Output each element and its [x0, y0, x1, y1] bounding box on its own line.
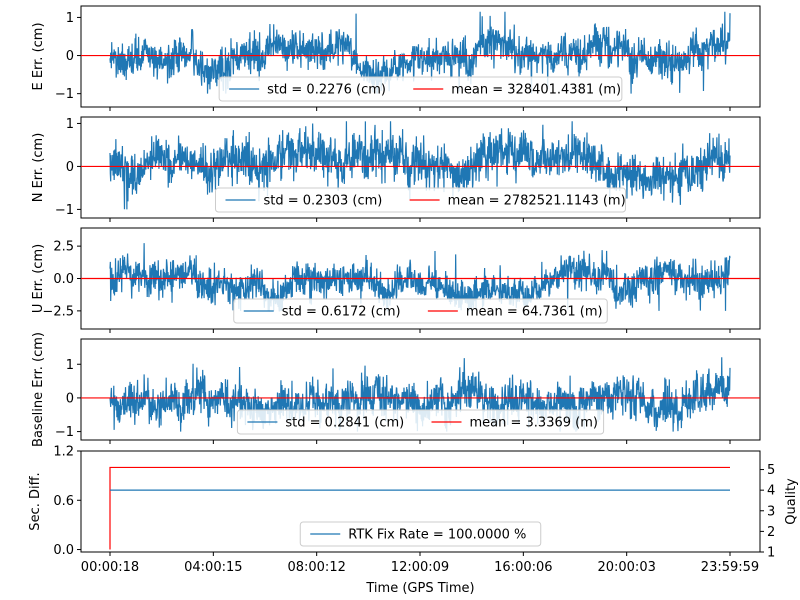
right-y-tick-label: 4 — [767, 484, 775, 499]
y-tick-label: 1 — [66, 11, 74, 26]
legend-mean-label: mean = 2782521.1143 (m) — [448, 194, 626, 209]
y-tick-label: 0.0 — [53, 543, 74, 558]
legend-mean-label: mean = 3.3369 (m) — [470, 416, 598, 431]
legend-std-label: std = 0.2303 (cm) — [264, 194, 383, 209]
right-y-tick-label: 2 — [767, 525, 775, 540]
sec-diff-line — [109, 466, 730, 550]
y-tick-label: 1 — [66, 358, 74, 373]
y-tick-label: 0.6 — [53, 494, 74, 509]
x-tick-label: 00:00:18 — [81, 560, 139, 575]
legend-mean-label: mean = 64.7361 (m) — [466, 305, 603, 320]
y-tick-label: 2.5 — [53, 240, 74, 255]
y-tick-label: 0.0 — [53, 272, 74, 287]
y-tick-label: −1 — [55, 87, 74, 102]
right-y-axis-label: Quality — [784, 478, 799, 525]
y-tick-label: 0 — [66, 49, 74, 64]
y-tick-label: 0 — [66, 391, 74, 406]
right-y-tick-label: 3 — [767, 504, 775, 519]
y-axis-label: E Err. (cm) — [31, 22, 46, 90]
y-tick-label: 1.2 — [53, 445, 74, 460]
y-tick-label: 0 — [66, 160, 74, 175]
x-tick-label: 04:00:15 — [184, 560, 242, 575]
legend-box — [236, 409, 605, 435]
legend: std = 0.2303 (cm) mean = 2782521.1143 (m) — [215, 187, 626, 213]
legend: std = 0.2276 (cm) mean = 328401.4381 (m) — [218, 76, 623, 102]
legend-mean-label: mean = 328401.4381 (m) — [451, 83, 621, 98]
legend: std = 0.6172 (cm) mean = 64.7361 (m) — [233, 298, 608, 324]
panel-2: −1 0 1 N Err. (cm) std = 0.2303 (cm) mean = 2… — [31, 116, 761, 222]
y-tick-label: 1 — [66, 117, 74, 132]
panel-3: −2.5 0.0 2.5 U Err. (cm) std = 0.6172 (cm) me… — [31, 227, 761, 333]
legend-box — [233, 298, 608, 324]
legend-std-label: std = 0.2276 (cm) — [267, 83, 386, 98]
x-tick-label: 08:00:12 — [287, 560, 345, 575]
x-axis-label: Time (GPS Time) — [365, 581, 474, 596]
y-tick-label: −1 — [55, 203, 74, 218]
panel-4: −1 0 1 Baseline Err. (cm) std = 0.2841 (cm) m… — [31, 332, 761, 447]
legend-fix-rate-label: RTK Fix Rate = 100.0000 % — [348, 528, 526, 543]
y-axis-label: Baseline Err. (cm) — [31, 332, 46, 447]
error-series-line — [109, 121, 731, 210]
legend: RTK Fix Rate = 100.0000 % — [299, 521, 542, 547]
x-tick-label: 23:59:59 — [701, 560, 759, 575]
legend-std-label: std = 0.6172 (cm) — [282, 305, 401, 320]
right-y-tick-label: 1 — [767, 546, 775, 561]
y-tick-label: −1 — [55, 425, 74, 440]
y-axis-label: Sec. Diff. — [28, 472, 43, 530]
x-tick-label: 12:00:09 — [391, 560, 449, 575]
x-tick-label: 16:00:06 — [494, 560, 552, 575]
legend: std = 0.2841 (cm) mean = 3.3369 (m) — [236, 409, 605, 435]
legend-box — [299, 521, 542, 547]
error-series-line — [109, 243, 731, 312]
right-y-tick-label: 5 — [767, 463, 775, 478]
panel-1: −1 0 1 E Err. (cm) std = 0.2276 (cm) mean = 3… — [31, 5, 761, 111]
x-tick-label: 20:00:03 — [597, 560, 655, 575]
panel-5: 0.0 0.6 1.2 Sec. Diff. 1 2 3 4 5 Quality 00:00:18 0… — [28, 445, 799, 597]
error-series-line — [109, 11, 731, 94]
y-axis-label: N Err. (cm) — [31, 133, 46, 203]
y-axis-label: U Err. (cm) — [31, 244, 46, 313]
legend-std-label: std = 0.2841 (cm) — [285, 416, 404, 431]
y-tick-label: −2.5 — [42, 304, 74, 319]
